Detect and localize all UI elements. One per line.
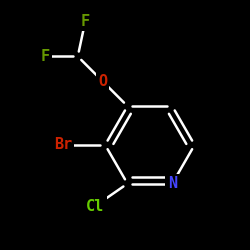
Text: F: F (41, 49, 50, 64)
Text: O: O (98, 74, 107, 89)
Text: Cl: Cl (86, 198, 104, 214)
Text: Br: Br (54, 138, 72, 152)
Text: N: N (168, 176, 177, 191)
Text: F: F (81, 14, 90, 29)
